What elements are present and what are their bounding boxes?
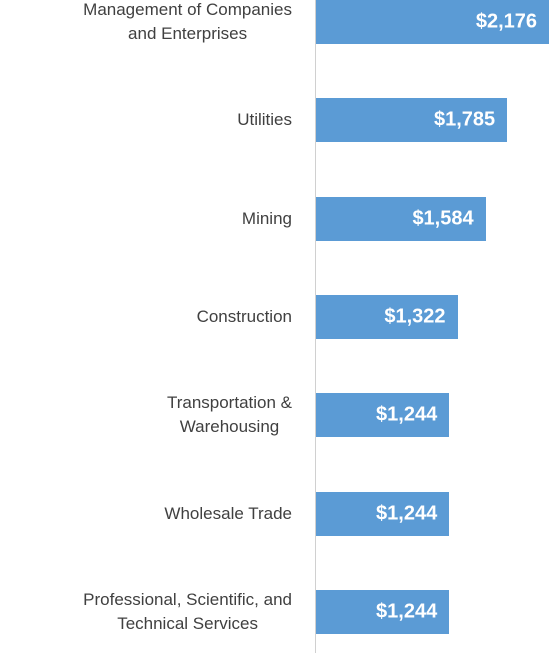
bar: $1,785: [316, 98, 508, 143]
category-label: Transportation & Warehousing: [166, 393, 292, 437]
value-label: $1,584: [412, 207, 474, 230]
bar: $1,244: [316, 589, 450, 634]
category-label-box: Wholesale Trade: [164, 502, 292, 526]
category-label-box: Construction: [197, 305, 292, 329]
category-axis: [315, 0, 316, 653]
bar: $1,244: [316, 491, 450, 536]
value-label: $1,322: [384, 305, 446, 328]
bar: $1,322: [316, 294, 458, 339]
category-label: Mining: [241, 208, 292, 228]
category-label-box: Management of Companies and Enterprises: [83, 0, 292, 46]
category-label-box: Professional, Scientific, and Technical …: [83, 588, 292, 636]
value-label: $1,785: [433, 108, 496, 131]
value-label: $2,176: [475, 10, 537, 33]
category-label-box: Transportation & Warehousing: [167, 391, 292, 439]
category-label-box: Utilities: [237, 108, 292, 132]
bar: $2,176: [316, 0, 549, 44]
category-label: Construction: [196, 306, 292, 326]
category-label: Management of Companies and Enterprises: [83, 0, 292, 43]
category-label: Professional, Scientific, and Technical …: [83, 589, 292, 633]
category-label: Utilities: [237, 110, 292, 130]
bar: $1,244: [316, 393, 450, 438]
value-label: $1,244: [376, 502, 438, 524]
category-label-box: Mining: [242, 207, 292, 231]
bar: $1,584: [316, 196, 486, 241]
value-label: $1,244: [376, 403, 438, 426]
value-label: $1,244: [376, 600, 438, 623]
category-label: Wholesale Trade: [164, 503, 292, 523]
